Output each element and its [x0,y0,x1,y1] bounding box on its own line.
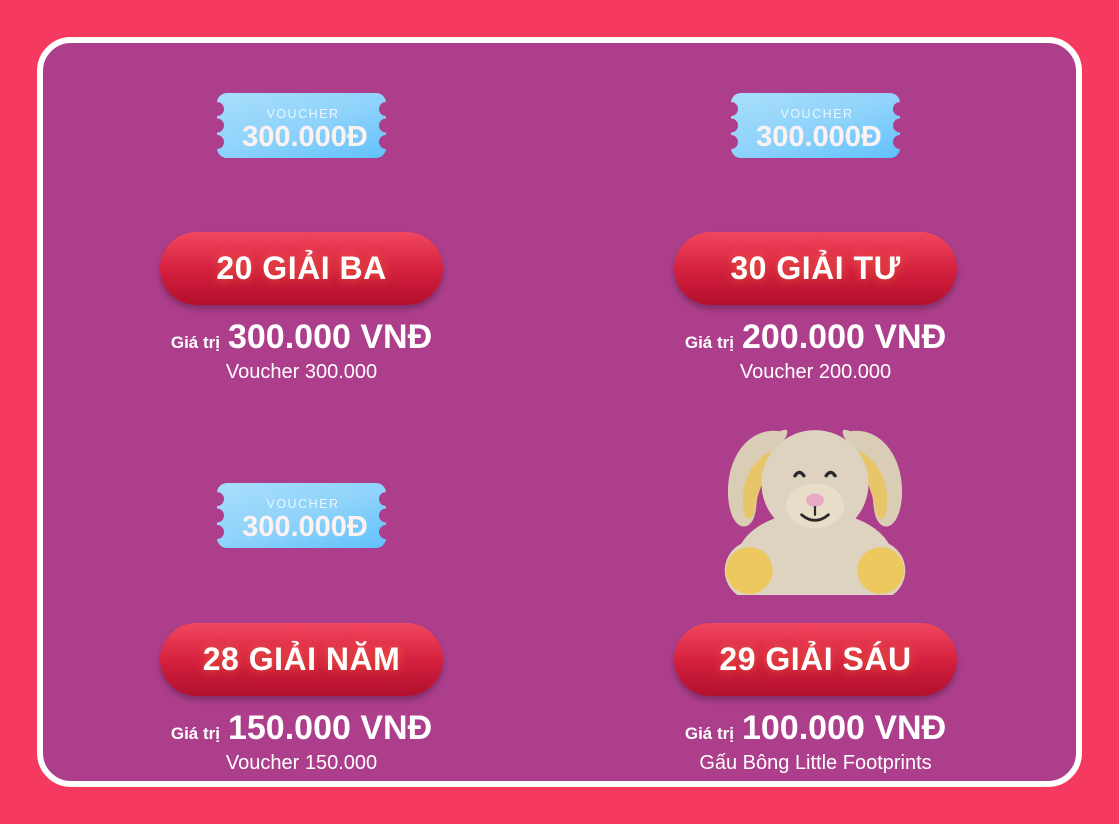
svg-text:300.000Đ: 300.000Đ [242,121,368,153]
svg-text:VOUCHER: VOUCHER [780,107,853,121]
svg-text:300.000Đ: 300.000Đ [756,121,882,153]
svg-text:VOUCHER: VOUCHER [266,107,339,121]
svg-text:VOUCHER: VOUCHER [266,497,339,511]
svg-text:300.000Đ: 300.000Đ [242,511,368,543]
